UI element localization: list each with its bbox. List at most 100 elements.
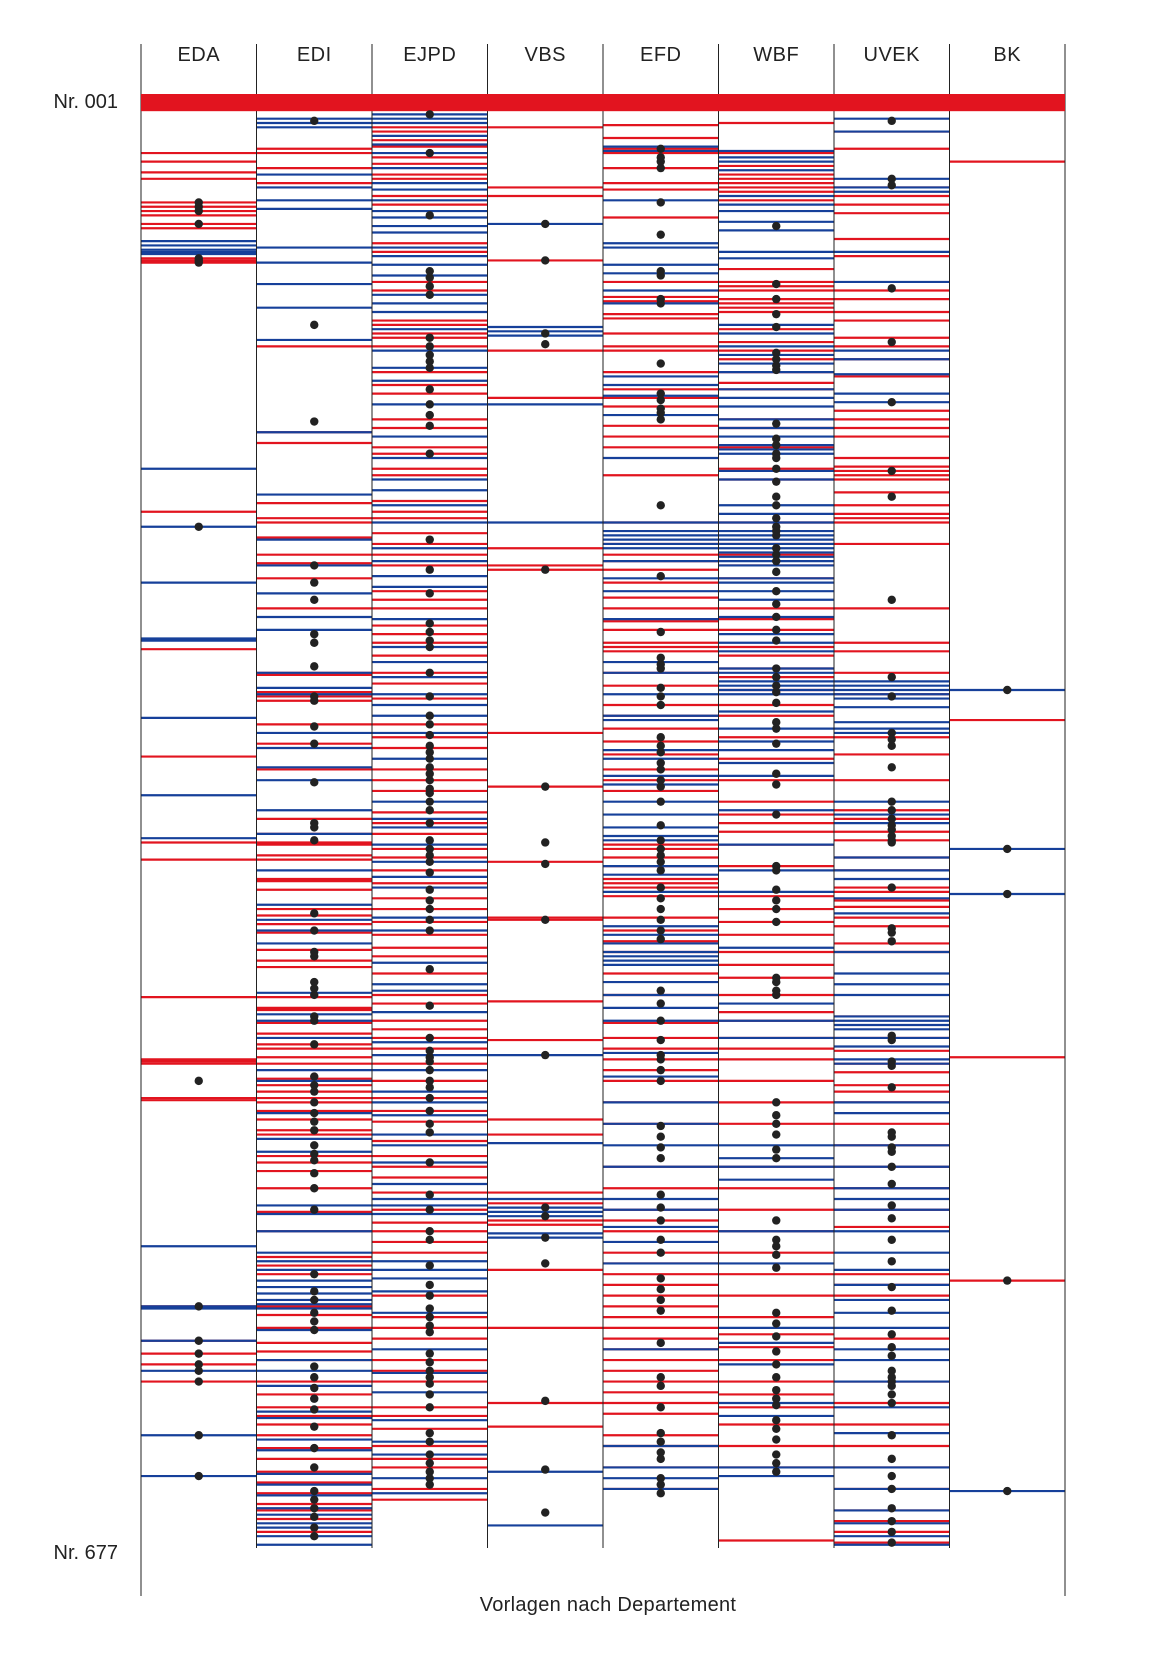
dot-mark: [310, 1040, 319, 1049]
dot-mark: [656, 797, 665, 806]
dot-mark: [656, 1065, 665, 1075]
dot-mark: [194, 1377, 203, 1386]
dot-mark: [887, 883, 896, 892]
dot-mark: [310, 926, 319, 935]
all-departments-band: [141, 94, 1065, 112]
dot-mark: [656, 1143, 665, 1152]
dot-mark: [541, 1233, 550, 1242]
dot-mark: [772, 810, 781, 819]
dot-mark: [425, 926, 434, 935]
dot-mark: [310, 1080, 319, 1090]
dot-mark: [425, 1065, 434, 1075]
dot-mark: [310, 1016, 319, 1025]
dot-mark: [772, 440, 781, 450]
dot-mark: [425, 636, 434, 645]
dot-mark: [425, 1473, 434, 1483]
dot-mark: [425, 1046, 434, 1056]
dot-mark: [656, 692, 665, 701]
dot-mark: [425, 711, 434, 720]
dot-mark: [656, 271, 665, 280]
dot-mark: [656, 1035, 665, 1045]
dot-mark: [887, 937, 896, 946]
department-label-uvek: UVEK: [863, 44, 920, 66]
dot-mark: [425, 535, 434, 544]
dot-mark: [772, 294, 781, 304]
dot-mark: [310, 1486, 319, 1496]
dot-mark: [772, 681, 781, 690]
dot-mark: [425, 1358, 434, 1367]
dot-mark: [656, 1381, 665, 1391]
dot-mark: [772, 739, 781, 748]
dot-mark: [772, 453, 781, 463]
dot-mark: [656, 821, 665, 830]
dot-mark: [772, 990, 781, 1000]
dot-mark: [425, 619, 434, 628]
dot-mark: [772, 1130, 781, 1139]
dot-mark: [656, 1489, 665, 1498]
dot-mark: [772, 896, 781, 905]
dot-mark: [656, 782, 665, 791]
dot-mark: [772, 698, 781, 708]
dot-mark: [310, 1108, 319, 1118]
dot-mark: [887, 595, 896, 604]
dot-mark: [310, 1362, 319, 1371]
dot-mark: [425, 589, 434, 598]
dot-mark: [425, 1001, 434, 1010]
department-label-vbs: VBS: [524, 44, 567, 66]
dot-mark: [772, 866, 781, 875]
dot-mark: [425, 357, 434, 366]
dot-mark: [541, 1203, 550, 1212]
dot-mark: [772, 322, 781, 332]
dot-mark: [772, 904, 781, 914]
dot-mark: [310, 1463, 319, 1472]
dot-mark: [310, 836, 319, 845]
dot-mark: [425, 844, 434, 854]
dot-mark: [887, 1235, 896, 1245]
dot-mark: [656, 571, 665, 581]
dot-mark: [772, 1153, 781, 1163]
dot-mark: [194, 1349, 203, 1358]
dot-mark: [887, 728, 896, 738]
dot-mark: [887, 1083, 896, 1092]
dot-mark: [310, 823, 319, 832]
dot-mark: [887, 1504, 896, 1513]
dot-mark: [772, 477, 781, 486]
dot-mark: [310, 1087, 319, 1096]
dot-mark: [425, 1280, 434, 1290]
dot-mark: [310, 1495, 319, 1504]
dot-mark: [310, 696, 319, 705]
dot-mark: [656, 851, 665, 860]
dot-mark: [656, 415, 665, 424]
dot-mark: [887, 1061, 896, 1071]
dot-mark: [656, 1473, 665, 1483]
dot-mark: [772, 1145, 781, 1154]
dot-mark: [310, 1205, 319, 1214]
dot-mark: [310, 1169, 319, 1178]
department-label-efd: EFD: [640, 44, 682, 66]
dot-mark: [656, 934, 665, 944]
dot-mark: [887, 1484, 896, 1494]
dot-mark: [310, 1317, 319, 1326]
dot-mark: [194, 1360, 203, 1369]
dot-mark: [310, 739, 319, 748]
dot-mark: [310, 1072, 319, 1081]
dot-mark: [310, 1149, 319, 1159]
dot-mark: [425, 806, 434, 815]
dot-mark: [656, 775, 665, 785]
dot-mark: [541, 915, 550, 924]
dot-mark: [541, 1508, 550, 1517]
dot-mark: [656, 1454, 665, 1464]
dot-mark: [425, 1437, 434, 1446]
dot-mark: [425, 1033, 434, 1043]
dot-mark: [310, 984, 319, 993]
dot-mark: [656, 683, 665, 693]
department-label-wbf: WBF: [753, 44, 800, 66]
dot-mark: [425, 1321, 434, 1330]
dot-mark: [887, 1162, 896, 1171]
dot-mark: [541, 1050, 550, 1060]
dot-mark: [772, 718, 781, 727]
dot-mark: [772, 434, 781, 443]
dot-mark: [772, 1424, 781, 1434]
dot-mark: [425, 1458, 434, 1468]
dot-mark: [887, 397, 896, 407]
